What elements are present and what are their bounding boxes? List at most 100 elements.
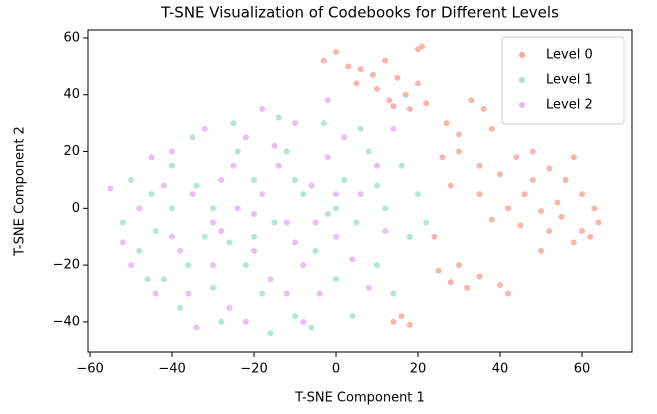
- point: [300, 318, 307, 325]
- point: [402, 91, 409, 98]
- point: [275, 162, 282, 169]
- point: [259, 191, 266, 198]
- point: [308, 324, 315, 331]
- point: [468, 97, 475, 104]
- point: [480, 105, 487, 112]
- point: [201, 233, 208, 240]
- point: [308, 182, 315, 189]
- point: [177, 247, 184, 254]
- point: [476, 191, 483, 198]
- point: [529, 148, 536, 155]
- point: [390, 290, 397, 297]
- point: [447, 279, 454, 286]
- legend-box: [501, 36, 625, 125]
- point: [406, 233, 413, 240]
- point: [251, 233, 258, 240]
- point: [488, 216, 495, 223]
- chart-title: T-SNE Visualization of Codebooks for Dif…: [160, 4, 559, 22]
- point: [435, 267, 442, 274]
- point: [333, 191, 340, 198]
- point: [320, 57, 327, 64]
- point: [283, 290, 290, 297]
- legend-label: Level 0: [546, 48, 593, 63]
- point: [382, 57, 389, 64]
- point: [386, 97, 393, 104]
- point: [230, 120, 237, 127]
- point: [267, 276, 274, 283]
- point: [423, 219, 430, 226]
- point: [394, 74, 401, 81]
- point: [456, 131, 463, 138]
- point: [201, 125, 208, 132]
- point: [271, 142, 278, 149]
- point: [357, 125, 364, 132]
- point: [578, 228, 585, 235]
- point: [234, 205, 241, 212]
- point: [333, 205, 340, 212]
- point: [324, 211, 331, 217]
- point: [226, 239, 233, 246]
- point: [218, 318, 225, 325]
- point: [595, 219, 602, 226]
- point: [169, 205, 176, 212]
- y-tick-label: 60: [63, 30, 80, 45]
- point: [570, 154, 577, 161]
- point: [218, 228, 225, 235]
- y-tick-label: 40: [63, 87, 80, 102]
- point: [415, 46, 422, 53]
- point: [345, 63, 352, 70]
- legend-label: Level 1: [546, 73, 593, 88]
- point: [353, 80, 360, 87]
- point: [464, 284, 471, 291]
- point: [357, 191, 364, 198]
- point: [488, 125, 495, 132]
- point: [242, 318, 249, 325]
- point: [570, 239, 577, 246]
- y-axis-label: T-SNE Component 2: [13, 126, 28, 257]
- point: [283, 219, 290, 226]
- y-tick-label: 20: [63, 144, 80, 159]
- point: [349, 313, 356, 320]
- point: [369, 71, 376, 78]
- point: [513, 154, 520, 161]
- point: [390, 318, 397, 325]
- point: [324, 97, 331, 104]
- point: [259, 105, 266, 112]
- x-tick-label: 40: [492, 362, 509, 377]
- point: [333, 276, 340, 283]
- point: [374, 162, 381, 169]
- point: [193, 182, 200, 189]
- point: [505, 290, 512, 297]
- point: [148, 191, 155, 198]
- point: [185, 290, 192, 297]
- point: [476, 273, 483, 280]
- point: [415, 80, 422, 87]
- y-tick-label: −40: [53, 314, 80, 329]
- point: [242, 262, 249, 269]
- point: [271, 219, 278, 226]
- x-tick-label: −40: [158, 362, 185, 377]
- point: [251, 247, 258, 254]
- point: [234, 148, 241, 155]
- legend-label: Level 2: [546, 98, 593, 113]
- point: [152, 290, 159, 297]
- legend-marker: [519, 77, 525, 83]
- point: [496, 281, 503, 288]
- x-tick-label: −60: [76, 362, 103, 377]
- point: [160, 276, 167, 283]
- point: [341, 134, 348, 141]
- point: [398, 162, 405, 169]
- point: [439, 154, 446, 161]
- point: [292, 239, 299, 246]
- point: [230, 162, 237, 169]
- point: [283, 148, 290, 155]
- point: [324, 154, 331, 161]
- point: [267, 330, 274, 337]
- point: [189, 134, 196, 141]
- point: [406, 321, 413, 328]
- point: [193, 324, 200, 331]
- point: [374, 86, 381, 93]
- point: [169, 162, 176, 169]
- point: [292, 176, 299, 183]
- point: [210, 219, 217, 226]
